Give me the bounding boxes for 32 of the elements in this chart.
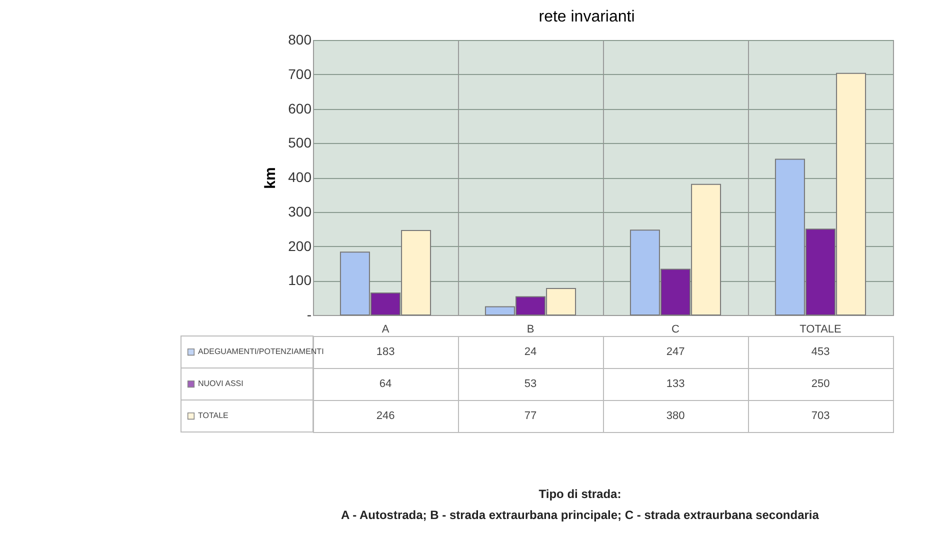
y-tick-label: 400 <box>288 169 312 185</box>
y-tick-label: 300 <box>288 203 312 220</box>
data-label: 77 <box>524 410 537 422</box>
data-label: 250 <box>811 378 830 390</box>
y-tick-label: 100 <box>288 272 312 288</box>
text: Tipo di strada: <box>538 486 622 503</box>
y-tick-label: 700 <box>288 66 312 82</box>
y-tick-label: 800 <box>288 32 312 48</box>
y-tick-label: - <box>306 306 312 322</box>
y-axis-title: km <box>262 167 280 189</box>
y-tick-label: 200 <box>288 238 312 254</box>
data-label: 246 <box>376 410 395 422</box>
y-tick-label: 500 <box>288 134 312 151</box>
data-label: 24 <box>524 346 537 358</box>
data-label: 133 <box>666 378 685 390</box>
legend-label: NUOVI ASSI <box>198 379 244 388</box>
legend-label: ADEGUAMENTI/POTENZIAMENTI <box>198 347 324 356</box>
text: A - Autostrada; B - strada extraurbana principale; C - strada extraurbana secondaria <box>340 507 820 524</box>
x-tick-label: B <box>526 324 534 336</box>
x-tick-label: TOTALE <box>800 324 842 336</box>
data-label: 183 <box>376 346 395 358</box>
data-label: 247 <box>666 346 685 358</box>
legend-label: TOTALE <box>198 411 228 420</box>
y-tick-label: 600 <box>288 100 312 116</box>
x-tick-label: C <box>672 324 680 336</box>
data-label: 380 <box>666 410 685 422</box>
data-label: 64 <box>379 378 392 390</box>
x-tick-label: A <box>382 324 390 336</box>
chart-title: rete invarianti <box>538 8 635 26</box>
data-label: 453 <box>811 346 830 358</box>
data-label: 53 <box>524 378 537 390</box>
data-label: 703 <box>811 410 830 422</box>
